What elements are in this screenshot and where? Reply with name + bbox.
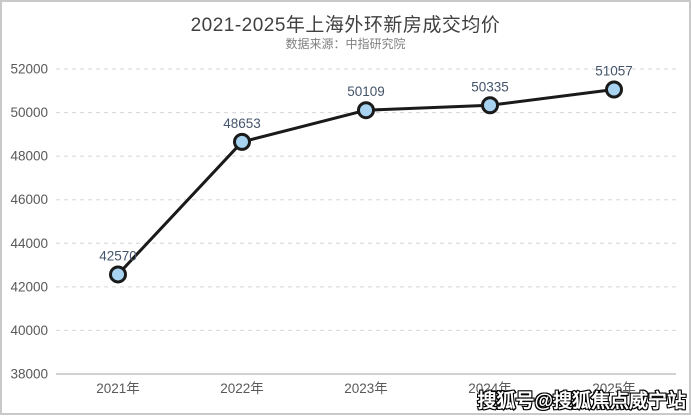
y-axis-tick-label: 46000 [10, 192, 48, 207]
y-axis-tick-label: 48000 [10, 149, 48, 164]
x-axis-tick-label: 2025年 [592, 381, 636, 396]
x-axis-tick-label: 2023年 [344, 381, 388, 396]
data-point-label: 42570 [99, 248, 137, 263]
x-axis-tick-label: 2021年 [96, 381, 140, 396]
data-point-marker [109, 265, 127, 284]
y-axis-tick-label: 40000 [10, 323, 48, 338]
data-point-label: 51057 [595, 64, 633, 79]
y-axis-tick-label: 52000 [10, 62, 48, 77]
data-point-marker [357, 101, 375, 120]
chart-subtitle: 数据来源：中指研究院 [285, 37, 406, 51]
y-axis-tick-label: 38000 [10, 367, 48, 382]
data-point-label: 48653 [223, 116, 261, 131]
data-point-label: 50335 [471, 79, 509, 94]
chart-title: 2021-2025年上海外环新房成交均价 [190, 15, 501, 36]
y-axis-tick-label: 44000 [10, 236, 48, 251]
x-axis-tick-label: 2024年 [468, 381, 512, 396]
watermark: 搜狐号@搜狐焦点威宁站 [476, 390, 687, 413]
data-point-marker [233, 132, 251, 151]
x-axis-tick-label: 2022年 [220, 381, 264, 396]
data-point-label: 50109 [347, 84, 385, 99]
data-point-marker [481, 96, 499, 115]
data-point-marker [605, 80, 623, 99]
y-axis-tick-label: 42000 [10, 279, 48, 294]
y-axis-tick-label: 50000 [10, 105, 48, 120]
